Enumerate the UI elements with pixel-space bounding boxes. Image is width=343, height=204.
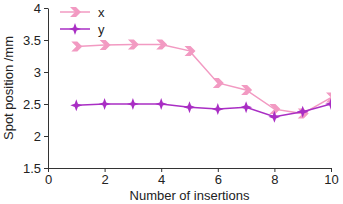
- tick-mark: [44, 168, 48, 169]
- tick-label: 1.5: [23, 161, 41, 176]
- legend-marker: [69, 23, 81, 35]
- series-marker: [155, 98, 167, 110]
- chart: 0 2 4 6 8 10 1.5 2 2.5 3 3.5 4 xy Number of insertion…: [0, 0, 343, 204]
- tick-label: 10: [324, 172, 338, 187]
- tick: 2: [34, 129, 48, 144]
- y-axis-title: Spot position /mm: [1, 36, 16, 140]
- tick-mark: [44, 40, 48, 41]
- series-marker: [213, 78, 224, 88]
- tick-label: 3.5: [23, 33, 41, 48]
- tick-mark: [44, 136, 48, 137]
- legend-label: y: [98, 22, 105, 37]
- tick: 8: [271, 168, 278, 187]
- tick: 4: [34, 1, 48, 16]
- series-marker: [240, 101, 252, 113]
- legend-item: x: [60, 5, 105, 20]
- series-marker: [212, 103, 224, 115]
- tick: 3.5: [23, 33, 48, 48]
- series-marker: [71, 41, 82, 51]
- series-marker: [268, 111, 280, 123]
- tick-mark: [44, 72, 48, 73]
- x-axis: 0 2 4 6 8 10: [45, 168, 339, 187]
- series-marker: [156, 39, 167, 49]
- tick-label: 6: [215, 172, 222, 187]
- series-marker: [100, 40, 111, 50]
- series-line: [76, 104, 331, 117]
- axis-line: [49, 168, 332, 169]
- y-axis: 1.5 2 2.5 3 3.5 4: [23, 1, 49, 176]
- legend-item: y: [60, 22, 105, 37]
- tick: 0: [45, 168, 52, 187]
- tick: 10: [324, 168, 338, 187]
- tick-label: 2: [101, 172, 108, 187]
- series-marker: [128, 39, 139, 49]
- plot: 0 2 4 6 8 10 1.5 2 2.5 3 3.5 4 xy: [23, 1, 339, 188]
- tick-label: 3: [34, 65, 41, 80]
- tick: 1.5: [23, 161, 48, 176]
- series-marker: [297, 106, 309, 118]
- series-line: [76, 44, 331, 113]
- tick-mark: [44, 8, 48, 9]
- legend-marker: [70, 7, 81, 17]
- tick-mark: [44, 104, 48, 105]
- tick-label: 2: [34, 129, 41, 144]
- series-marker: [325, 98, 331, 110]
- series-marker: [185, 46, 196, 56]
- series-marker: [127, 98, 139, 110]
- legend-label: x: [98, 5, 105, 20]
- tick: 2.5: [23, 97, 48, 112]
- marks: [70, 39, 331, 122]
- tick-label: 8: [271, 172, 278, 187]
- tick-label: 0: [45, 172, 52, 187]
- tick-label: 4: [34, 1, 41, 16]
- series-marker: [241, 85, 252, 95]
- x-axis-title: Number of insertions: [130, 188, 250, 203]
- tick: 3: [34, 65, 48, 80]
- series-marker: [70, 99, 82, 111]
- tick: 6: [215, 168, 222, 187]
- tick-label: 4: [158, 172, 165, 187]
- series-marker: [184, 101, 196, 113]
- legend: xy: [60, 5, 105, 37]
- series-marker: [99, 98, 111, 110]
- tick-label: 2.5: [23, 97, 41, 112]
- axis-line: [48, 9, 49, 169]
- tick: 2: [101, 168, 108, 187]
- tick: 4: [158, 168, 165, 187]
